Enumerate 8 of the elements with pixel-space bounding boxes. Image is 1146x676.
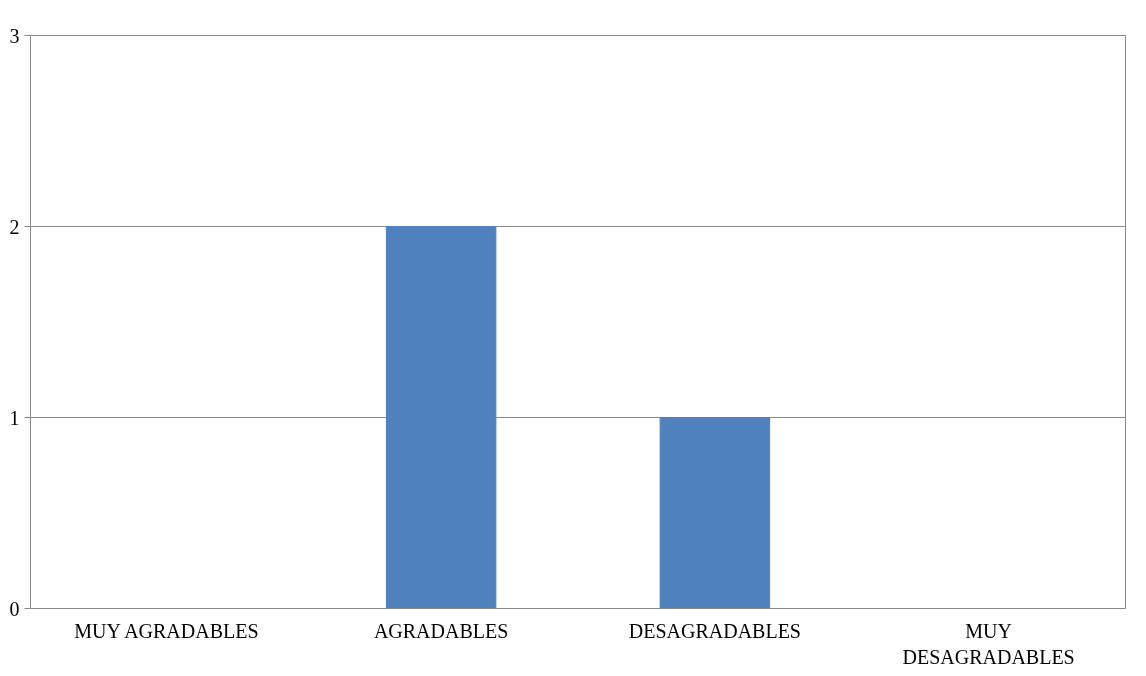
- y-tick-label: 1: [9, 406, 20, 429]
- y-tick-label: 0: [9, 597, 20, 620]
- y-tick-label: 2: [9, 215, 20, 238]
- x-tick-label: AGRADABLES: [373, 619, 509, 642]
- y-tick-label: 3: [9, 24, 20, 47]
- x-tick-label: DESAGRADABLES: [628, 619, 802, 642]
- x-tick-label: MUY DESAGRADABLES: [902, 619, 1075, 668]
- x-tick-label: MUY AGRADABLES: [74, 619, 259, 642]
